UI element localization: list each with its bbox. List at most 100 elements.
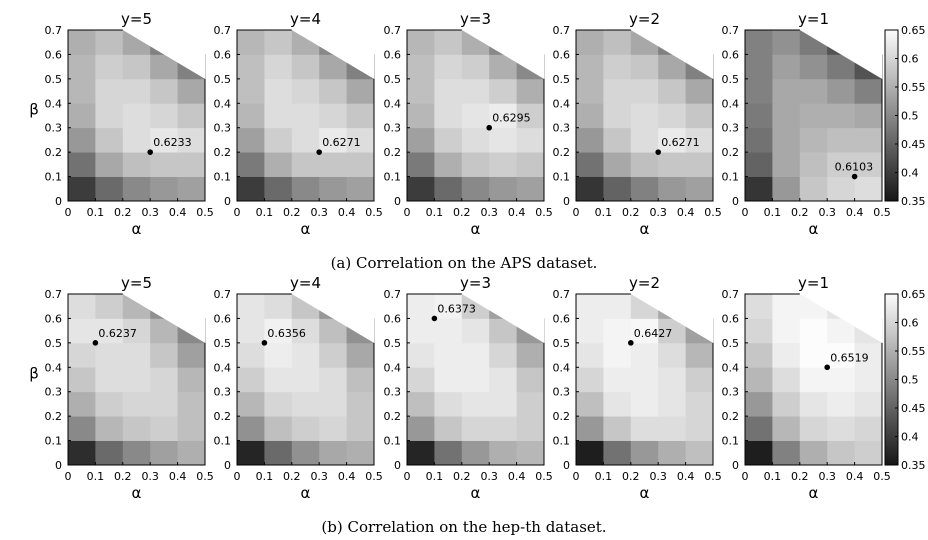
p9-cell-a0-b5	[576, 318, 604, 344]
p1-ytick-label-4: 0.4	[45, 97, 63, 110]
p3-cell-a1-b0	[434, 176, 463, 202]
p9-ytick-label-2: 0.2	[553, 410, 571, 423]
p10-cell-a1-b6	[772, 294, 801, 319]
p10-ytick-label-1: 0.1	[722, 435, 740, 448]
colorbar-1-tick-label-3: 0.5	[901, 110, 919, 123]
p10-cell-a0-b5	[745, 318, 773, 344]
p7-cell-a0-b5	[237, 318, 265, 344]
p10-xtick-label-2: 0.2	[791, 470, 809, 483]
p10-cell-a0-b3	[745, 367, 773, 393]
p4-title: y=2	[629, 10, 660, 28]
p6-xtick-label-3: 0.3	[141, 470, 159, 483]
p10-ytick-label-6: 0.6	[722, 312, 740, 325]
p9-ytick-label-1: 0.1	[553, 435, 571, 448]
p9-cell-a3-b2	[658, 391, 686, 417]
p9-cell-a1-b1	[603, 416, 632, 441]
p10-xtick-label-5: 0.5	[873, 470, 891, 483]
p2-cell-a4-b1	[346, 152, 375, 177]
p3-cell-a2-b5	[461, 54, 490, 80]
p4-max-label: 0.6271	[661, 136, 700, 149]
p4-cell-a1-b4	[603, 78, 632, 104]
p3-cell-a0-b4	[407, 78, 435, 104]
p6-title: y=5	[121, 274, 152, 292]
p2-ytick-label-3: 0.3	[214, 122, 232, 135]
p4-cell-a2-b0	[630, 176, 659, 202]
p7-cell-a3-b1	[319, 416, 347, 441]
p1-cell-a2-b2	[122, 127, 151, 153]
colorbar-2-tick-label-5: 0.4	[901, 431, 919, 444]
p7-cell-a1-b0	[264, 440, 293, 466]
p1-cell-a1-b2	[95, 127, 124, 153]
p5-cell-a2-b0	[799, 176, 828, 202]
p6-cell-a4-b0	[177, 440, 206, 466]
p4-infeasible-mask	[630, 30, 713, 79]
p7-xtick-label-5: 0.5	[365, 470, 383, 483]
p7-ytick-label-1: 0.1	[214, 435, 232, 448]
p6-cell-a0-b5	[68, 318, 96, 344]
p8-cell-a1-b5	[434, 318, 463, 344]
p7-cell-a0-b1	[237, 416, 265, 441]
p8-cell-a2-b0	[461, 440, 490, 466]
p1-xtick-label-3: 0.3	[141, 206, 159, 219]
p2-xtick-label-0: 0	[234, 206, 241, 219]
colorbar-1-tick-label-4: 0.45	[901, 138, 926, 151]
p9-cell-a2-b2	[630, 391, 659, 417]
p6-cell-a0-b4	[68, 342, 96, 368]
p1-cell-a3-b3	[150, 103, 178, 129]
p8-cell-a0-b4	[407, 342, 435, 368]
colorbar-1-tick-label-2: 0.55	[901, 81, 926, 94]
p4-cell-a1-b0	[603, 176, 632, 202]
p4-cell-a3-b0	[658, 176, 686, 202]
p6-ytick-label-7: 0.7	[45, 288, 63, 301]
p5-cell-a1-b6	[772, 30, 801, 55]
p3-cell-a1-b1	[434, 152, 463, 177]
p9-xtick-label-3: 0.3	[649, 470, 667, 483]
p4-cell-a1-b2	[603, 127, 632, 153]
p4-cell-a0-b4	[576, 78, 604, 104]
p7-cell-a2-b4	[291, 342, 320, 368]
p3-cell-a4-b4	[516, 78, 545, 104]
p1-cell-a4-b2	[177, 127, 206, 153]
p10-xtick-label-4: 0.4	[846, 470, 864, 483]
p5-cell-a0-b5	[745, 54, 773, 80]
p9-cell-a0-b4	[576, 342, 604, 368]
p7-cell-a3-b0	[319, 440, 347, 466]
p2-cell-a0-b0	[237, 176, 265, 202]
p1-cell-a2-b0	[122, 176, 151, 202]
p6-ytick-label-2: 0.2	[45, 410, 63, 423]
p3-cell-a0-b6	[407, 30, 435, 55]
p4-cell-a0-b0	[576, 176, 604, 202]
p6-cell-a0-b3	[68, 367, 96, 393]
p4-cell-a0-b2	[576, 127, 604, 153]
p10-cell-a1-b3	[772, 367, 801, 393]
p6-cell-a4-b3	[177, 367, 206, 393]
p3-ytick-label-7: 0.7	[384, 24, 402, 37]
p9-cell-a2-b3	[630, 367, 659, 393]
p1-cell-a1-b4	[95, 78, 124, 104]
p10-cell-a0-b2	[745, 391, 773, 417]
p6-cell-a4-b2	[177, 391, 206, 417]
p6-max-point	[92, 340, 99, 346]
p2-cell-a4-b0	[346, 176, 375, 202]
p2-cell-a4-b2	[346, 127, 375, 153]
p8-max-point	[431, 315, 438, 322]
p10-cell-a3-b2	[827, 391, 855, 417]
p1-cell-a0-b6	[68, 30, 96, 55]
p10-cell-a0-b6	[745, 294, 773, 319]
p3-infeasible-mask	[461, 30, 544, 79]
p7-xtick-label-3: 0.3	[310, 470, 328, 483]
p3-cell-a1-b3	[434, 103, 463, 129]
p1-cell-a1-b6	[95, 30, 124, 55]
p8-xtick-label-3: 0.3	[480, 470, 498, 483]
colorbar-2-tick-label-4: 0.45	[901, 402, 926, 415]
p8-ytick-label-4: 0.4	[384, 361, 402, 374]
p2-xtick-label-1: 0.1	[256, 206, 274, 219]
p8-xtick-label-1: 0.1	[426, 470, 444, 483]
p10-xtick-label-3: 0.3	[818, 470, 836, 483]
p9-cell-a0-b3	[576, 367, 604, 393]
p3-cell-a0-b5	[407, 54, 435, 80]
colorbar-1-tick-label-0: 0.65	[901, 24, 926, 37]
colorbar-2-tick-label-6: 0.35	[901, 459, 926, 472]
p1-xtick-label-1: 0.1	[87, 206, 105, 219]
p8-ytick-label-5: 0.5	[384, 337, 402, 350]
